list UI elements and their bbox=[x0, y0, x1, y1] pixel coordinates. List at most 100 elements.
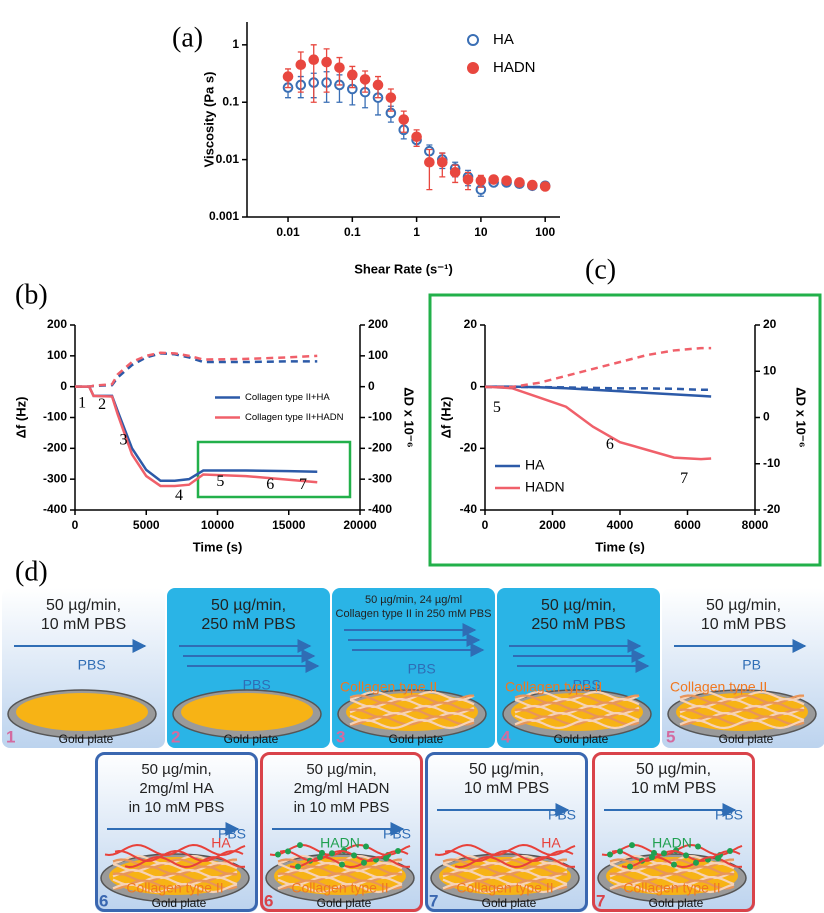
layer-label: Collagen type II bbox=[505, 679, 602, 695]
layer-label: Collagen type II bbox=[456, 880, 553, 896]
polymer-node bbox=[683, 852, 689, 858]
y-tick-label: 1 bbox=[232, 37, 239, 51]
condition-text: Collagen type II in 250 mM PBS bbox=[336, 608, 492, 620]
condition-text: in 10 mM PBS bbox=[294, 799, 390, 816]
point bbox=[425, 158, 434, 167]
polymer-node bbox=[285, 848, 291, 854]
layer-label: Collagen type II bbox=[670, 679, 767, 695]
panel-label: (a) bbox=[172, 22, 203, 53]
x-tick-label: 6000 bbox=[674, 518, 701, 532]
annotation: 7 bbox=[680, 470, 688, 487]
polymer-node bbox=[295, 864, 301, 870]
plate-label: Gold plate bbox=[59, 732, 114, 746]
legend-label: Collagen type II+HA bbox=[245, 392, 330, 403]
y-tick-label: -400 bbox=[43, 502, 67, 516]
polymer-node bbox=[297, 842, 303, 848]
layer-label: Collagen type II bbox=[623, 880, 720, 896]
point bbox=[309, 55, 318, 64]
x-tick-label: 0 bbox=[482, 518, 489, 532]
condition-text: 50 µg/min, 24 µg/ml bbox=[365, 594, 462, 606]
point bbox=[322, 58, 331, 67]
condition-text: in 10 mM PBS bbox=[129, 799, 225, 816]
condition-text: 250 mM PBS bbox=[201, 616, 295, 633]
annotation: 1 bbox=[78, 394, 86, 411]
legend-label: HA bbox=[493, 31, 514, 48]
y-tick-label: 0.001 bbox=[209, 209, 239, 223]
dashed-line bbox=[485, 348, 711, 387]
annotation: 4 bbox=[175, 487, 183, 504]
step-panel: 50 µg/min,2mg/ml HAin 10 mM PBSPBSCollag… bbox=[95, 752, 258, 912]
x-tick-label: 0.01 bbox=[276, 225, 300, 239]
x-axis-label: Time (s) bbox=[193, 539, 243, 554]
annotation: 7 bbox=[299, 476, 307, 493]
legend-label: HADN bbox=[493, 59, 536, 76]
point bbox=[374, 81, 383, 90]
flow-label: PB bbox=[742, 657, 761, 673]
y-tick-label: 0 bbox=[60, 379, 67, 393]
step-number: 2 bbox=[171, 727, 180, 746]
polymer-node bbox=[339, 862, 345, 868]
step-panel: 50 µg/min,250 mM PBSPBSGold plate2 bbox=[167, 588, 330, 748]
point bbox=[387, 93, 396, 102]
polymer-node bbox=[617, 848, 623, 854]
polymer-node bbox=[661, 850, 667, 856]
x-tick-label: 4000 bbox=[607, 518, 634, 532]
point bbox=[502, 176, 511, 185]
x-tick-label: 2000 bbox=[539, 518, 566, 532]
polymer-node bbox=[363, 843, 369, 849]
x-tick-label: 10000 bbox=[201, 518, 235, 532]
point bbox=[297, 60, 306, 69]
y-axis-label: Viscosity (Pa s) bbox=[201, 72, 216, 168]
y-tick-label: 100 bbox=[47, 348, 67, 362]
plate-label: Gold plate bbox=[224, 732, 279, 746]
condition-text: 10 mM PBS bbox=[464, 780, 549, 797]
legend-label: HA bbox=[525, 457, 545, 473]
point bbox=[399, 115, 408, 124]
y-axis-label: Δf (Hz) bbox=[438, 397, 453, 439]
annotation: 5 bbox=[493, 399, 501, 416]
y2-tick-label: -200 bbox=[368, 441, 392, 455]
y2-tick-label: -300 bbox=[368, 471, 392, 485]
x-tick-label: 8000 bbox=[742, 518, 769, 532]
y2-axis-label: ΔD x 10⁻⁶ bbox=[402, 387, 417, 448]
panel-label: (b) bbox=[15, 279, 48, 310]
y2-tick-label: 0 bbox=[368, 379, 375, 393]
step-panel: 50 µg/min, 24 µg/ml Collagen type II in 2… bbox=[332, 588, 495, 748]
layer-label: Collagen type II bbox=[291, 880, 388, 896]
polymer-node bbox=[627, 864, 633, 870]
condition-text: 10 mM PBS bbox=[701, 616, 786, 633]
panel-label: (d) bbox=[15, 556, 48, 587]
polymer-node bbox=[695, 843, 701, 849]
point bbox=[335, 63, 344, 72]
polymer-node bbox=[727, 848, 733, 854]
point bbox=[348, 71, 357, 80]
gold-plate bbox=[181, 693, 313, 731]
condition-text: 50 µg/min, bbox=[469, 761, 544, 778]
step-number: 3 bbox=[336, 727, 345, 746]
polymer-node bbox=[693, 860, 699, 866]
polymer-node bbox=[395, 848, 401, 854]
plate-label: Gold plate bbox=[389, 732, 444, 746]
layer-label: Collagen type II bbox=[126, 880, 223, 896]
x-tick-label: 10 bbox=[474, 225, 488, 239]
step-number: 5 bbox=[666, 727, 675, 746]
condition-text: 50 µg/min, bbox=[541, 597, 616, 614]
point bbox=[528, 181, 537, 190]
y2-tick-label: 10 bbox=[763, 363, 777, 377]
x-tick-label: 0 bbox=[72, 518, 79, 532]
legend-label: Collagen type II+HADN bbox=[245, 412, 344, 423]
y2-tick-label: 200 bbox=[368, 317, 388, 331]
point bbox=[361, 75, 370, 84]
x-tick-label: 15000 bbox=[272, 518, 306, 532]
x-tick-label: 5000 bbox=[133, 518, 160, 532]
flow-label: PBS bbox=[78, 657, 106, 673]
y-tick-label: 200 bbox=[47, 317, 67, 331]
y2-tick-label: -10 bbox=[763, 456, 781, 470]
legend-label: HADN bbox=[525, 479, 565, 495]
polymer-node bbox=[715, 855, 721, 861]
flow-label: PBS bbox=[548, 807, 576, 823]
point bbox=[438, 158, 447, 167]
condition-text: 50 µg/min, bbox=[306, 761, 376, 778]
annotation: 3 bbox=[119, 431, 127, 448]
plate-label: Gold plate bbox=[554, 732, 609, 746]
